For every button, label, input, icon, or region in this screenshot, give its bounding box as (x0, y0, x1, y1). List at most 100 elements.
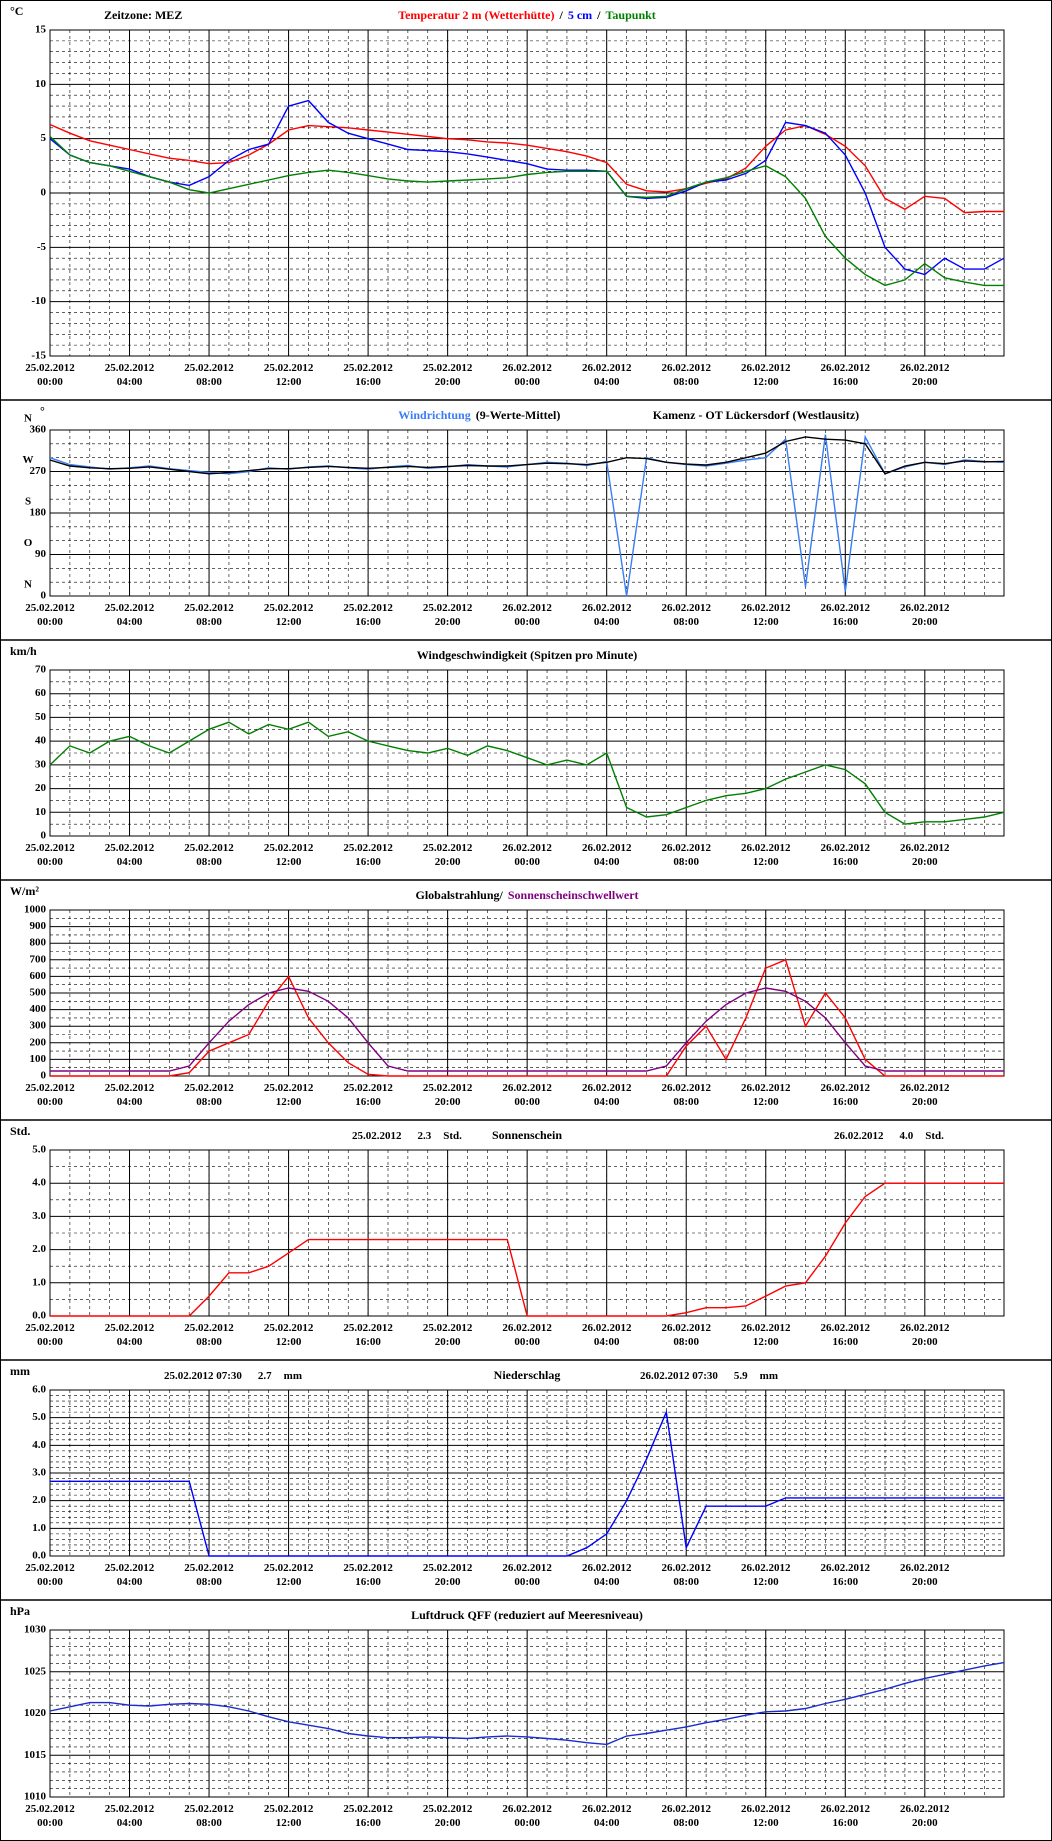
legend-entry: Taupunkt (606, 8, 656, 22)
legend-entry: Windgeschwindigkeit (Spitzen pro Minute) (417, 648, 638, 662)
legend-entry: 5 cm (568, 8, 592, 22)
annotation-unit: Std. (925, 1130, 944, 1142)
x-tick-label: 25.02.2012 04:00 (105, 1322, 155, 1348)
chart-header: Windrichtung (9-Werte-Mittel) (398, 408, 560, 422)
x-tick-label-line: 08:00 (196, 1096, 222, 1108)
x-tick-label-line: 25.02.2012 (423, 362, 473, 374)
annotation-amount: 2.7 (258, 1370, 272, 1382)
data-line (49, 123, 1004, 214)
y-tick-label: 2.0 (32, 1243, 46, 1255)
x-tick-label-line: 26.02.2012 (900, 602, 950, 614)
x-tick-label: 25.02.2012 16:00 (343, 1322, 393, 1348)
x-tick-label-line: 08:00 (196, 376, 222, 388)
y-tick-label: 180 (30, 507, 47, 519)
x-tick-label: 25.02.2012 04:00 (105, 842, 155, 868)
x-tick-label-line: 25.02.2012 (25, 602, 75, 614)
x-tick-label-line: 25.02.2012 (105, 362, 155, 374)
x-tick-label-line: 26.02.2012 (661, 362, 711, 374)
x-tick-label-line: 26.02.2012 (741, 1082, 791, 1094)
x-tick-label-line: 00:00 (37, 376, 63, 388)
x-tick-label-line: 25.02.2012 (105, 1322, 155, 1334)
x-tick-label-line: 26.02.2012 (582, 1803, 632, 1815)
x-tick-label-line: 25.02.2012 (343, 1562, 393, 1574)
x-tick-label: 26.02.2012 08:00 (661, 1562, 711, 1588)
x-tick-label: 25.02.2012 20:00 (423, 842, 473, 868)
x-tick-label-line: 16:00 (832, 616, 858, 628)
annotation: 25.02.2012 2.3 Std. (352, 1130, 462, 1142)
compass-label: S (25, 496, 31, 508)
y-tick-label: 2.0 (32, 1494, 46, 1506)
y-tick-label: 5.0 (32, 1411, 46, 1423)
x-tick-label-line: 25.02.2012 (25, 1562, 75, 1574)
x-tick-label-line: 20:00 (912, 856, 938, 868)
x-tick-label-line: 26.02.2012 (582, 362, 632, 374)
y-axis-unit: ° (40, 404, 45, 418)
x-tick-label-line: 26.02.2012 (661, 842, 711, 854)
annotation: 26.02.2012 07:30 5.9 mm (640, 1370, 778, 1382)
annotation-unit: mm (760, 1370, 778, 1382)
x-tick-label: 25.02.2012 04:00 (105, 1803, 155, 1829)
x-tick-label-line: 04:00 (594, 1817, 620, 1829)
x-tick-label-line: 25.02.2012 (105, 602, 155, 614)
x-tick-label-line: 16:00 (355, 1336, 381, 1348)
legend-entry: Temperatur 2 m (Wetterhütte) (398, 8, 554, 22)
x-tick-label-line: 25.02.2012 (343, 602, 393, 614)
x-tick-label-line: 00:00 (514, 1576, 540, 1588)
annotation-amount: 2.3 (418, 1130, 432, 1142)
x-tick-label-line: 26.02.2012 (582, 842, 632, 854)
x-tick-label: 26.02.2012 12:00 (741, 602, 791, 628)
x-tick-label: 26.02.2012 16:00 (821, 1562, 871, 1588)
x-tick-label-line: 00:00 (37, 1817, 63, 1829)
x-tick-label: 26.02.2012 00:00 (502, 602, 552, 628)
x-tick-label-line: 12:00 (276, 1576, 302, 1588)
x-tick-label-line: 12:00 (753, 856, 779, 868)
x-tick-label-line: 00:00 (37, 1336, 63, 1348)
y-tick-label: 1025 (24, 1665, 47, 1677)
x-tick-label-line: 16:00 (832, 1576, 858, 1588)
x-tick-label: 25.02.2012 20:00 (423, 362, 473, 388)
x-tick-label: 25.02.2012 04:00 (105, 602, 155, 628)
data-line (50, 958, 1004, 1077)
legend-entry: (9-Werte-Mittel) (476, 408, 561, 422)
y-tick-label: 1020 (24, 1707, 47, 1719)
x-tick-label-line: 26.02.2012 (741, 1322, 791, 1334)
y-tick-label: 1.0 (32, 1522, 46, 1534)
y-tick-label: 3.0 (32, 1467, 46, 1479)
x-tick-label: 25.02.2012 08:00 (184, 362, 234, 388)
y-tick-label: 360 (30, 424, 47, 436)
x-tick-label: 26.02.2012 08:00 (661, 1322, 711, 1348)
x-tick-label-line: 25.02.2012 (423, 1082, 473, 1094)
y-tick-label: 5.0 (32, 1144, 46, 1156)
y-tick-label: 600 (30, 970, 47, 982)
y-tick-label: -15 (31, 350, 46, 362)
x-tick-label-line: 20:00 (912, 1817, 938, 1829)
y-tick-label: 3.0 (32, 1210, 46, 1222)
x-tick-label-line: 26.02.2012 (502, 362, 552, 374)
x-tick-label-line: 25.02.2012 (264, 842, 314, 854)
y-tick-label: 10 (35, 78, 47, 90)
x-tick-label: 25.02.2012 16:00 (343, 362, 393, 388)
data-line (50, 1182, 1004, 1317)
x-tick-label: 25.02.2012 12:00 (264, 1082, 314, 1108)
y-tick-label: 70 (35, 664, 47, 676)
x-tick-label: 26.02.2012 12:00 (741, 1803, 791, 1829)
x-tick-label-line: 08:00 (673, 1576, 699, 1588)
x-tick-label: 25.02.2012 16:00 (343, 602, 393, 628)
x-tick-label-line: 00:00 (37, 1096, 63, 1108)
x-tick-label-line: 26.02.2012 (661, 1562, 711, 1574)
x-tick-label-line: 26.02.2012 (821, 1082, 871, 1094)
x-tick-label: 26.02.2012 16:00 (821, 1803, 871, 1829)
x-tick-label-line: 08:00 (673, 1817, 699, 1829)
x-tick-label-line: 08:00 (673, 1336, 699, 1348)
station-name: Kamenz - OT Lückersdorf (Westlausitz) (653, 408, 859, 422)
x-tick-label-line: 04:00 (117, 1096, 143, 1108)
x-tick-label-line: 12:00 (276, 1817, 302, 1829)
y-tick-label: 50 (35, 711, 47, 723)
x-tick-label-line: 26.02.2012 (661, 1082, 711, 1094)
chart-header: Globalstrahlung/Sonnenscheinschwellwert (415, 888, 638, 902)
x-tick-label-line: 26.02.2012 (502, 1082, 552, 1094)
x-tick-label-line: 26.02.2012 (741, 1803, 791, 1815)
compass-label: W (23, 454, 34, 466)
x-tick-label: 25.02.2012 08:00 (184, 1082, 234, 1108)
x-tick-label-line: 26.02.2012 (661, 1803, 711, 1815)
